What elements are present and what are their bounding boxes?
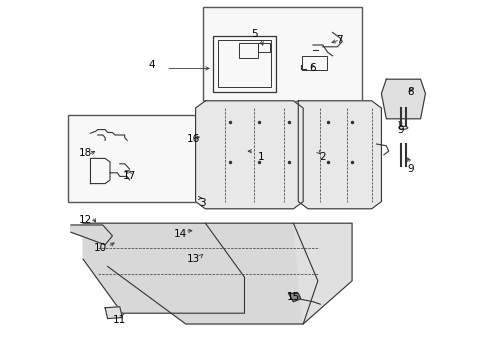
Bar	[302, 56, 326, 70]
Polygon shape	[381, 79, 425, 119]
Text: 13: 13	[186, 254, 200, 264]
Text: 6: 6	[309, 63, 316, 73]
Text: 17: 17	[122, 171, 136, 181]
Polygon shape	[293, 223, 351, 324]
Text: 11: 11	[113, 315, 126, 325]
Text: 10: 10	[94, 243, 106, 253]
Text: 5: 5	[250, 29, 257, 39]
Polygon shape	[298, 101, 381, 209]
Polygon shape	[288, 293, 300, 302]
Text: 9: 9	[407, 164, 413, 174]
Bar	[203, 7, 361, 101]
Polygon shape	[195, 101, 303, 209]
Text: 14: 14	[174, 229, 187, 239]
Polygon shape	[107, 223, 317, 324]
Text: 16: 16	[186, 134, 200, 144]
Text: 15: 15	[286, 292, 300, 302]
Text: 4: 4	[148, 60, 155, 70]
Polygon shape	[71, 225, 112, 245]
Text: 9: 9	[397, 125, 404, 135]
Bar	[217, 40, 271, 87]
Polygon shape	[83, 223, 244, 313]
Text: 1: 1	[258, 152, 264, 162]
Bar	[258, 43, 270, 52]
Text: 3: 3	[199, 198, 206, 208]
Text: 2: 2	[319, 152, 325, 162]
Bar	[238, 43, 258, 58]
Polygon shape	[105, 307, 122, 319]
Bar	[212, 36, 276, 92]
Text: 8: 8	[407, 87, 413, 97]
Text: 18: 18	[79, 148, 92, 158]
Text: 12: 12	[79, 215, 92, 225]
Text: 7: 7	[336, 35, 343, 45]
Bar	[68, 115, 195, 202]
